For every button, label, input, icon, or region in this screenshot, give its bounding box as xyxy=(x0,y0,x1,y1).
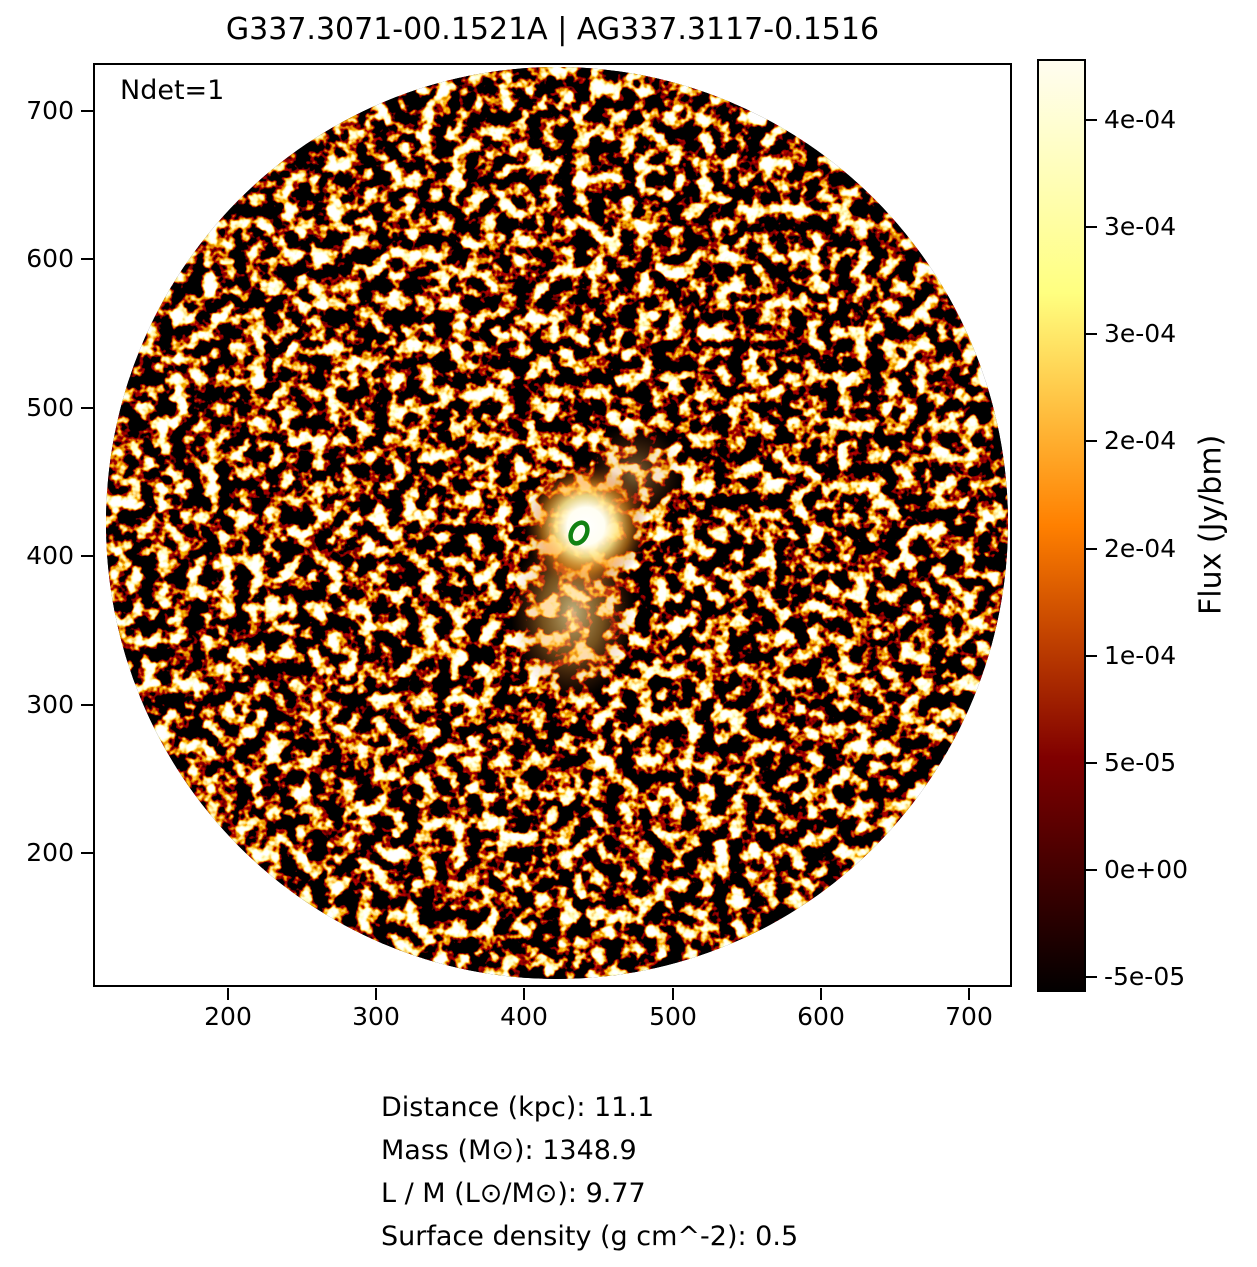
colorbar-tick xyxy=(1086,440,1097,442)
colorbar-tick-label: 1e-04 xyxy=(1104,641,1177,670)
y-tick xyxy=(81,852,93,854)
y-tick-label: 200 xyxy=(26,838,74,867)
page-title: G337.3071-00.1521A | AG337.3117-0.1516 xyxy=(225,12,880,47)
x-tick-label: 300 xyxy=(352,1002,400,1031)
x-tick xyxy=(820,988,822,1000)
colorbar-tick-label: 4e-04 xyxy=(1104,105,1177,134)
x-tick xyxy=(968,988,970,1000)
y-tick-label: 500 xyxy=(26,393,74,422)
colorbar-tick xyxy=(1086,119,1097,121)
colorbar-tick xyxy=(1086,333,1097,335)
x-tick-label: 600 xyxy=(797,1002,845,1031)
x-tick-label: 700 xyxy=(945,1002,993,1031)
y-tick xyxy=(81,407,93,409)
x-tick-label: 500 xyxy=(649,1002,697,1031)
stat-mass: Mass (M⊙): 1348.9 xyxy=(381,1135,637,1166)
colorbar-tick-label: 0e+00 xyxy=(1104,855,1189,884)
y-tick xyxy=(81,258,93,260)
stat-l-over-m: L / M (L⊙/M⊙): 9.77 xyxy=(381,1178,646,1209)
colorbar-tick xyxy=(1086,976,1097,978)
y-tick-label: 300 xyxy=(26,690,74,719)
stat-distance: Distance (kpc): 11.1 xyxy=(381,1092,655,1123)
y-tick-label: 400 xyxy=(26,541,74,570)
colorbar-tick xyxy=(1086,226,1097,228)
colorbar-tick-label: 3e-04 xyxy=(1104,212,1177,241)
colorbar-tick-label: 5e-05 xyxy=(1104,748,1177,777)
colorbar-axis-label: Flux (Jy/bm) xyxy=(1193,434,1229,616)
colorbar-tick xyxy=(1086,655,1097,657)
y-tick-label: 700 xyxy=(26,96,74,125)
x-tick xyxy=(375,988,377,1000)
y-tick xyxy=(81,555,93,557)
y-tick xyxy=(81,704,93,706)
flux-map xyxy=(95,65,1010,985)
x-tick xyxy=(523,988,525,1000)
colorbar-tick-label: -5e-05 xyxy=(1104,962,1186,991)
source-marker-ellipse xyxy=(568,520,590,546)
stat-surface-density: Surface density (g cm^-2): 0.5 xyxy=(381,1221,799,1252)
x-tick xyxy=(227,988,229,1000)
stats-block: Distance (kpc): 11.1 Mass (M⊙): 1348.9 L… xyxy=(381,1086,798,1258)
colorbar-tick-label: 2e-04 xyxy=(1104,426,1177,455)
colorbar-tick-label: 3e-04 xyxy=(1104,319,1177,348)
colorbar xyxy=(1037,59,1086,992)
colorbar-tick xyxy=(1086,869,1097,871)
colorbar-tick xyxy=(1086,762,1097,764)
y-tick-label: 600 xyxy=(26,244,74,273)
x-tick-label: 400 xyxy=(500,1002,548,1031)
ndet-label: Ndet=1 xyxy=(120,75,225,106)
x-tick xyxy=(672,988,674,1000)
x-tick-label: 200 xyxy=(204,1002,252,1031)
colorbar-tick xyxy=(1086,548,1097,550)
colorbar-tick-label: 2e-04 xyxy=(1104,534,1177,563)
plot-area: Ndet=1 xyxy=(93,63,1012,987)
y-tick xyxy=(81,110,93,112)
